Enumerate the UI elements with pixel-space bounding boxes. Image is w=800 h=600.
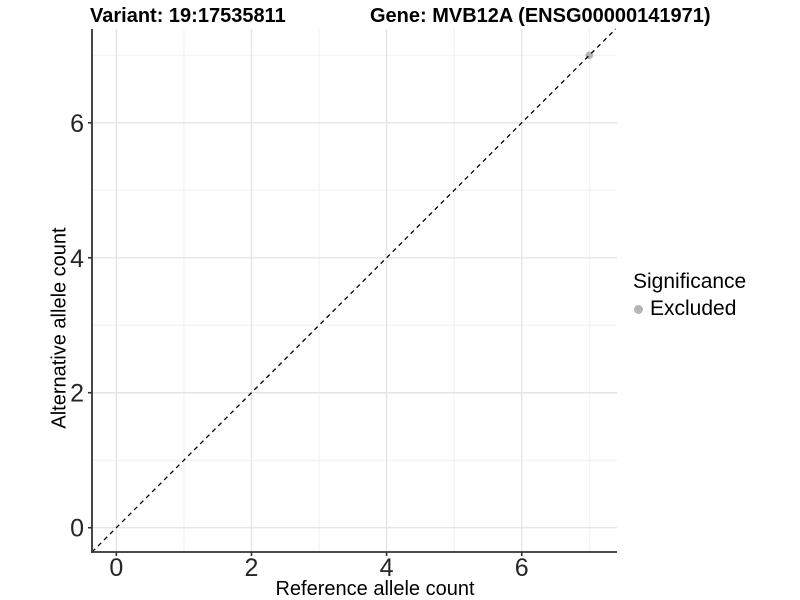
legend-marker-circle-icon: [634, 304, 643, 314]
y-tick-label: 4: [70, 245, 84, 273]
legend-title: Significance: [633, 270, 747, 293]
x-axis-label: Reference allele count: [275, 578, 475, 600]
legend-entries: Excluded: [633, 297, 746, 321]
y-tick-label: 2: [70, 380, 84, 408]
x-tick-label: 0: [109, 554, 123, 582]
y-tick-label: 6: [70, 110, 84, 138]
y-tick-label: 0: [70, 515, 84, 543]
identity-reference-line: [91, 28, 617, 553]
legend: Significance Excluded: [633, 270, 746, 321]
plot-title-variant: Variant: 19:17535811: [90, 5, 286, 27]
x-tick-label: 4: [380, 554, 394, 582]
plot-title-gene: Gene: MVB12A (ENSG00000141971): [370, 5, 711, 27]
legend-entry: Excluded: [634, 297, 746, 321]
x-tick-label: 2: [245, 554, 259, 582]
y-axis-label: Alternative allele count: [48, 227, 71, 429]
legend-entry-label: Excluded: [650, 297, 737, 320]
x-tick-label: 6: [515, 554, 529, 582]
